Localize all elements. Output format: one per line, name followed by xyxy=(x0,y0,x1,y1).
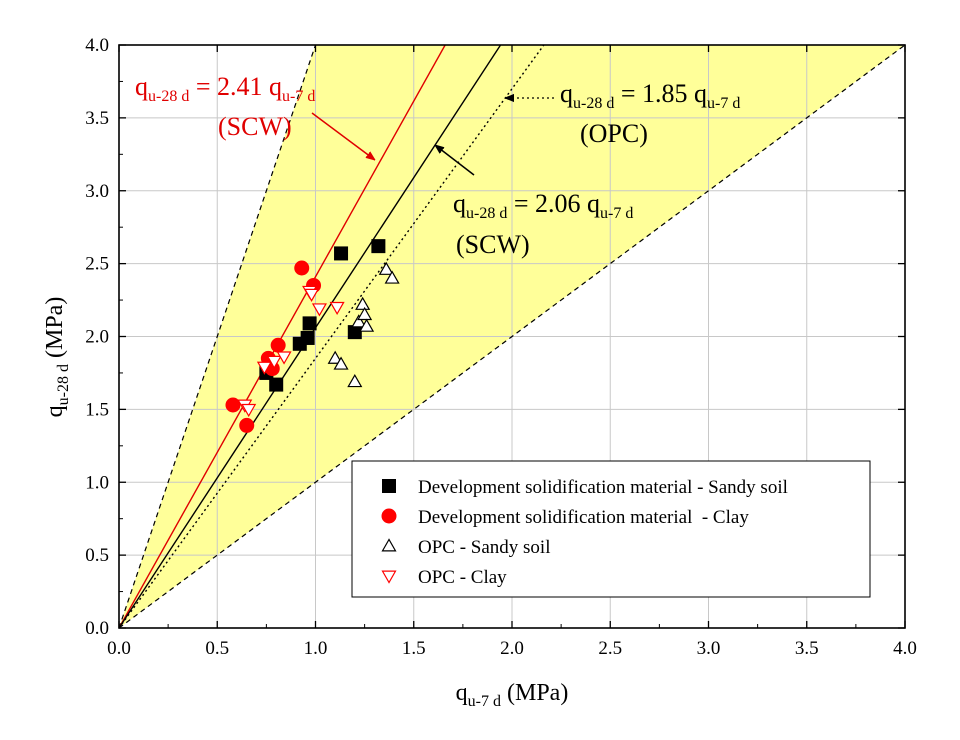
annotation-scw-red-line1: qu-28 d = 2.41 qu-7 d xyxy=(135,72,315,105)
data-point xyxy=(371,239,386,254)
x-tick-label: 2.0 xyxy=(500,638,524,659)
data-point xyxy=(300,330,315,345)
data-point xyxy=(329,301,345,316)
x-axis-title: qu-7 d (MPa) xyxy=(456,680,569,710)
x-tick-label: 4.0 xyxy=(893,638,917,659)
legend-marker xyxy=(381,570,397,584)
data-point xyxy=(357,306,373,321)
legend-marker xyxy=(382,479,396,493)
data-point xyxy=(359,318,375,332)
legend-label: Development solidification material - Sa… xyxy=(418,477,788,498)
data-point xyxy=(241,403,257,418)
annotation-scw-black-line2: (SCW) xyxy=(456,230,530,259)
x-tick-label: 0.5 xyxy=(205,638,229,659)
series-3 xyxy=(237,285,345,418)
data-point xyxy=(327,350,343,364)
y-tick-label: 0.0 xyxy=(85,618,109,639)
y-tick-label: 2.5 xyxy=(85,254,109,275)
axis-ticks xyxy=(118,44,906,629)
band-boundary-lines xyxy=(119,45,905,628)
data-point xyxy=(294,260,310,276)
annotation-scw-red-arrow xyxy=(311,112,375,160)
x-tick-label: 2.5 xyxy=(598,638,622,659)
data-point xyxy=(333,356,349,370)
data-point xyxy=(347,373,363,388)
y-tick-label: 1.5 xyxy=(85,399,109,420)
band-boundary-line xyxy=(119,45,317,628)
fit-line-scw-red xyxy=(119,45,446,628)
legend-label: OPC - Sandy soil xyxy=(418,537,551,558)
legend-box xyxy=(351,460,871,598)
y-axis-title: qu-28 d (MPa) xyxy=(42,297,72,418)
legend-label: Development solidification material - Cl… xyxy=(418,507,749,528)
legend-marker xyxy=(381,508,397,524)
y-tick-label: 3.5 xyxy=(85,108,109,129)
data-points xyxy=(225,239,400,433)
band-boundary-line xyxy=(119,45,905,628)
x-tick-label: 3.5 xyxy=(795,638,819,659)
fit-line-opc xyxy=(119,45,545,628)
legend-marker xyxy=(381,538,397,552)
series-2 xyxy=(327,261,400,388)
data-point xyxy=(302,316,317,331)
y-tick-label: 3.0 xyxy=(85,181,109,202)
legend-label: OPC - Clay xyxy=(418,567,507,588)
data-point xyxy=(311,303,327,317)
annotation-scw-red-line2: (SCW) xyxy=(218,112,292,141)
data-point xyxy=(355,296,371,310)
y-tick-label: 0.5 xyxy=(85,545,109,566)
axis-tick-labels: 0.0 0.5 1.0 1.5 2.0 2.5 3.0 3.5 4.0 0.0 0.5 1.0 1.5 2… xyxy=(85,35,917,659)
x-tick-label: 1.0 xyxy=(304,638,328,659)
legend: Development solidification material - Sa… xyxy=(351,460,871,598)
annotation-scw-black-line1: qu-28 d = 2.06 qu-7 d xyxy=(453,189,633,222)
x-tick-label: 0.0 xyxy=(107,638,131,659)
x-tick-label: 3.0 xyxy=(697,638,721,659)
data-point xyxy=(225,397,241,413)
data-point xyxy=(347,325,362,340)
data-point xyxy=(378,261,394,275)
annotation-opc-line1: qu-28 d = 1.85 qu-7 d xyxy=(560,79,740,112)
data-point xyxy=(276,351,292,365)
annotation-opc-line2: (OPC) xyxy=(580,119,648,148)
data-point xyxy=(256,361,272,375)
data-point xyxy=(351,314,367,328)
y-tick-label: 1.0 xyxy=(85,472,109,493)
y-tick-label: 4.0 xyxy=(85,35,109,56)
data-point xyxy=(384,270,400,284)
y-tick-label: 2.0 xyxy=(85,327,109,348)
data-point xyxy=(269,377,284,392)
data-point xyxy=(304,288,320,302)
data-point xyxy=(266,355,282,369)
data-point xyxy=(270,337,286,353)
annotation-scw-black-arrow xyxy=(435,145,475,176)
data-point xyxy=(334,246,349,261)
data-point xyxy=(239,417,255,433)
x-tick-label: 1.5 xyxy=(402,638,426,659)
